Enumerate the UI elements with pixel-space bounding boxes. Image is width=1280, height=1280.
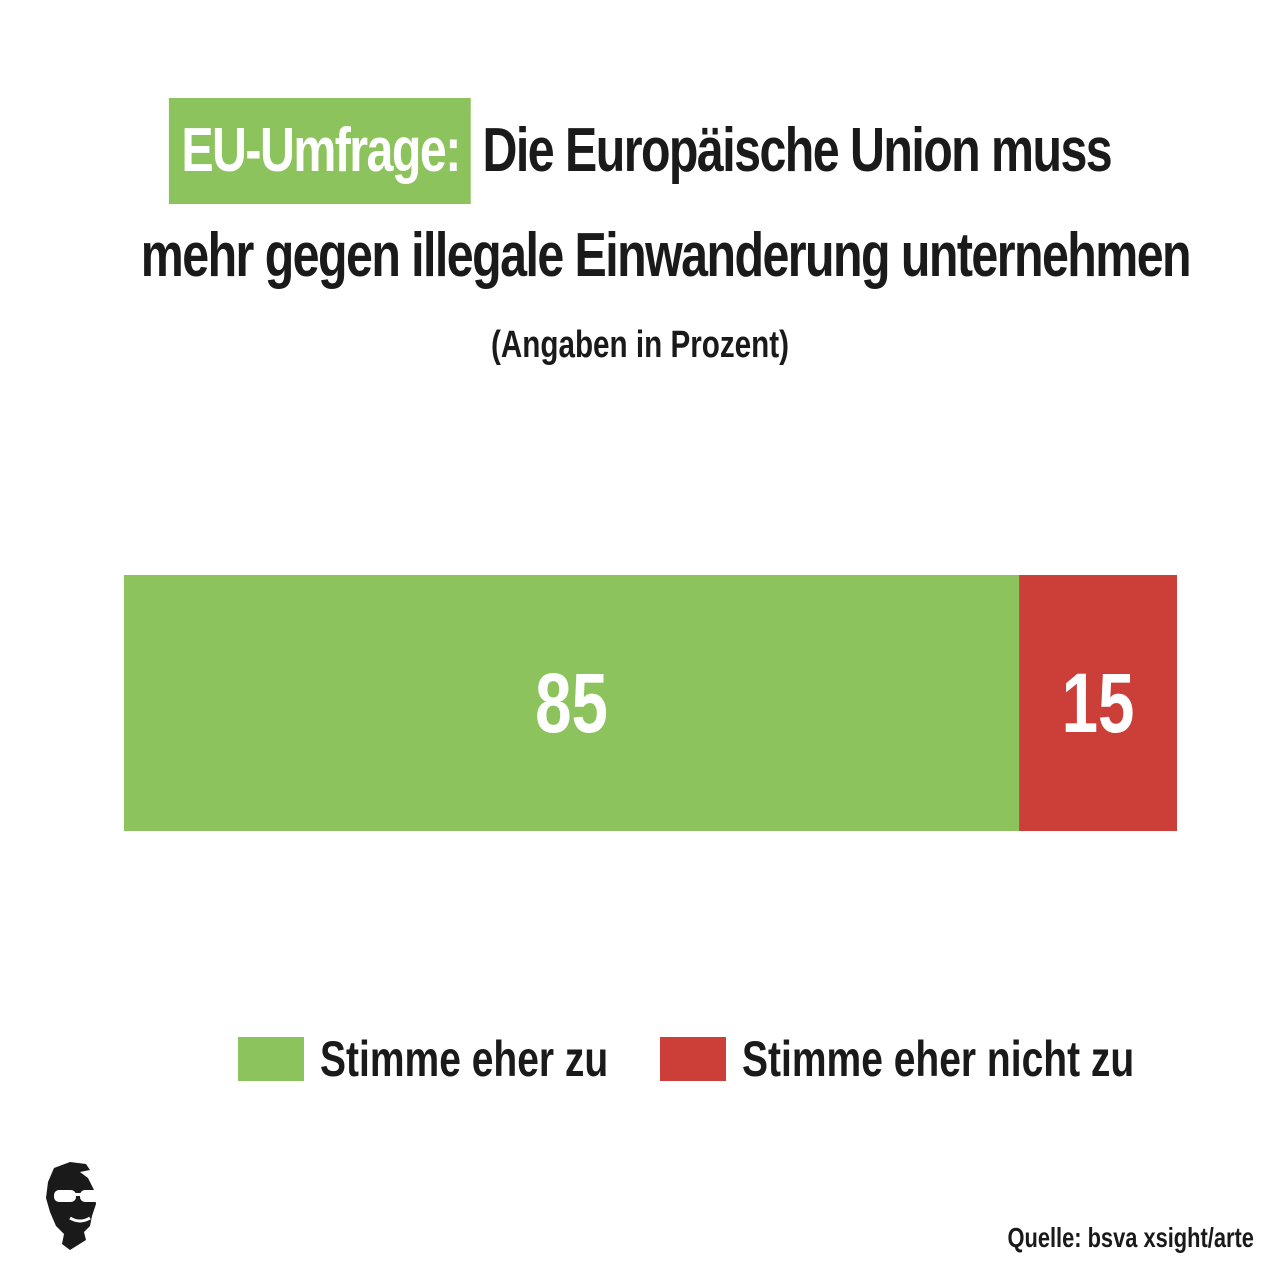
bar-segment-disagree: [1019, 575, 1177, 831]
title-highlight: EU-Umfrage:: [168, 98, 471, 204]
legend-item-agree: Stimme eher zu: [238, 1024, 690, 1094]
legend: Stimme eher zu Stimme eher nicht zu: [0, 1024, 1280, 1094]
sunglasses-face-logo-icon: [46, 1162, 102, 1250]
chart-title: EU-Umfrage: Die Europäische Union muss m…: [0, 98, 1280, 308]
source-note: Quelle: bsva xsight/arte: [1007, 1222, 1254, 1253]
title-line-1-text: Die Europäische Union muss: [482, 116, 1113, 185]
bar-label-disagree: 15: [1062, 656, 1135, 750]
legend-label-agree: Stimme eher zu: [320, 1031, 609, 1087]
legend-swatch-disagree: [660, 1037, 726, 1081]
legend-swatch-agree: [238, 1037, 304, 1081]
bar-segment-agree: [124, 575, 1020, 831]
title-line-1: EU-Umfrage: Die Europäische Union muss: [141, 98, 1139, 204]
bar-label-agree: 85: [535, 656, 608, 750]
chart-subtitle: (Angaben in Prozent): [490, 324, 790, 366]
legend-label-disagree: Stimme eher nicht zu: [742, 1031, 1135, 1087]
legend-item-disagree: Stimme eher nicht zu: [660, 1024, 1245, 1094]
title-line-2: mehr gegen illegale Einwanderung unterne…: [140, 221, 1192, 290]
